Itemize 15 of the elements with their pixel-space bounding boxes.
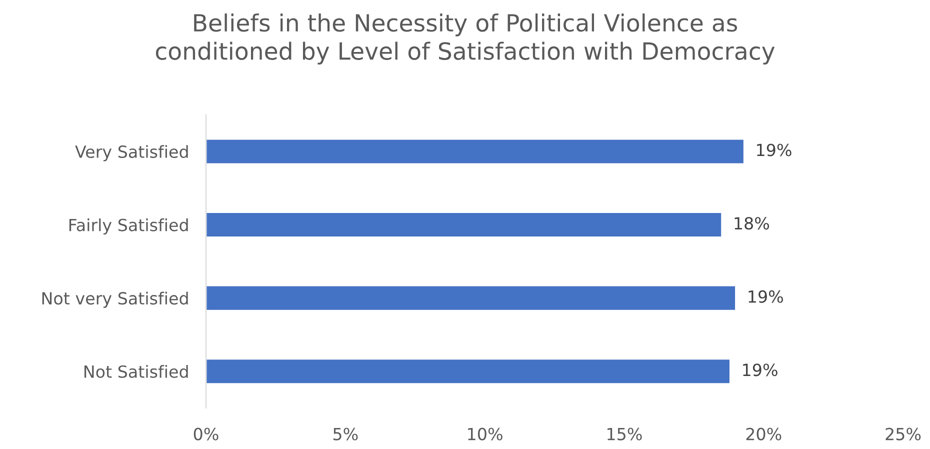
- y-tick-label: Not very Satisfied: [42, 292, 188, 308]
- x-tick-label: 20%: [746, 428, 782, 440]
- x-tick-label: 10%: [468, 428, 502, 440]
- x-tick-label: 5%: [333, 428, 358, 440]
- chart-title: Beliefs in the Necessity of Political Violence as conditioned by Level of Satisfaction with Democracy: [156, 13, 775, 65]
- data-label: 19%: [743, 364, 778, 376]
- y-tick-label: Not Satisfied: [84, 365, 188, 378]
- x-tick-label: 0%: [194, 428, 218, 440]
- data-label: 18%: [734, 216, 770, 230]
- y-tick-label: Fairly Satisfied: [69, 218, 188, 235]
- x-tick-label: 25%: [886, 428, 921, 440]
- x-tick-label: 15%: [608, 428, 642, 440]
- data-label: 19%: [757, 144, 792, 156]
- y-tick-label: Very Satisfied: [75, 145, 188, 162]
- data-label: 19%: [748, 290, 783, 303]
